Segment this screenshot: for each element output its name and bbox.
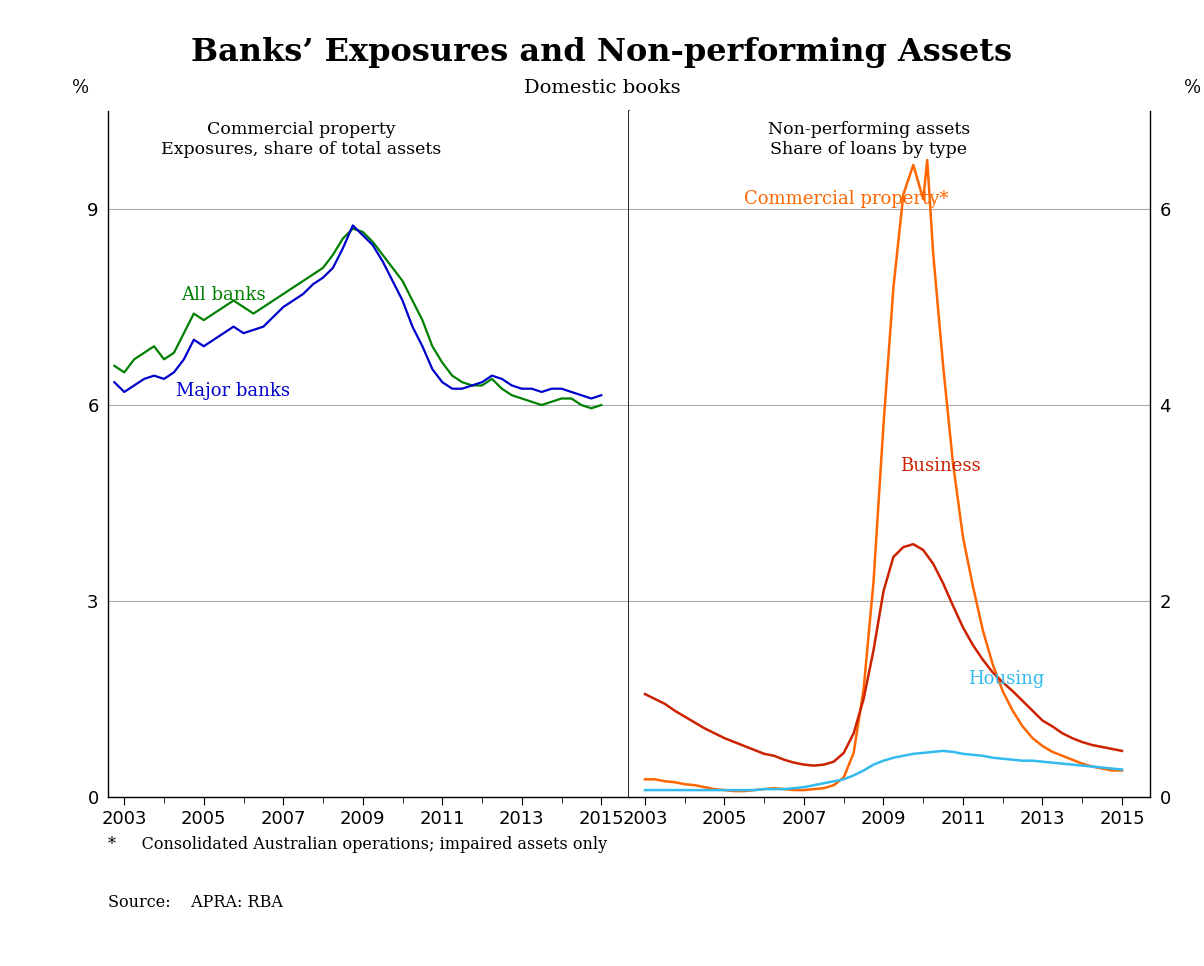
Text: Banks’ Exposures and Non-performing Assets: Banks’ Exposures and Non-performing Asse…: [191, 37, 1013, 68]
Text: Source:    APRA: RBA: Source: APRA: RBA: [108, 894, 283, 911]
Text: %: %: [72, 79, 89, 98]
Text: Housing: Housing: [968, 669, 1044, 688]
Text: Domestic books: Domestic books: [524, 79, 680, 98]
Text: Major banks: Major banks: [176, 382, 290, 400]
Text: All banks: All banks: [182, 286, 266, 303]
Text: Commercial property
Exposures, share of total assets: Commercial property Exposures, share of …: [161, 122, 441, 158]
Text: Non-performing assets
Share of loans by type: Non-performing assets Share of loans by …: [767, 122, 969, 158]
Text: *     Consolidated Australian operations; impaired assets only: * Consolidated Australian operations; im…: [108, 836, 608, 853]
Text: %: %: [1184, 79, 1200, 98]
Text: Business: Business: [899, 457, 980, 475]
Text: Commercial property*: Commercial property*: [744, 189, 949, 208]
